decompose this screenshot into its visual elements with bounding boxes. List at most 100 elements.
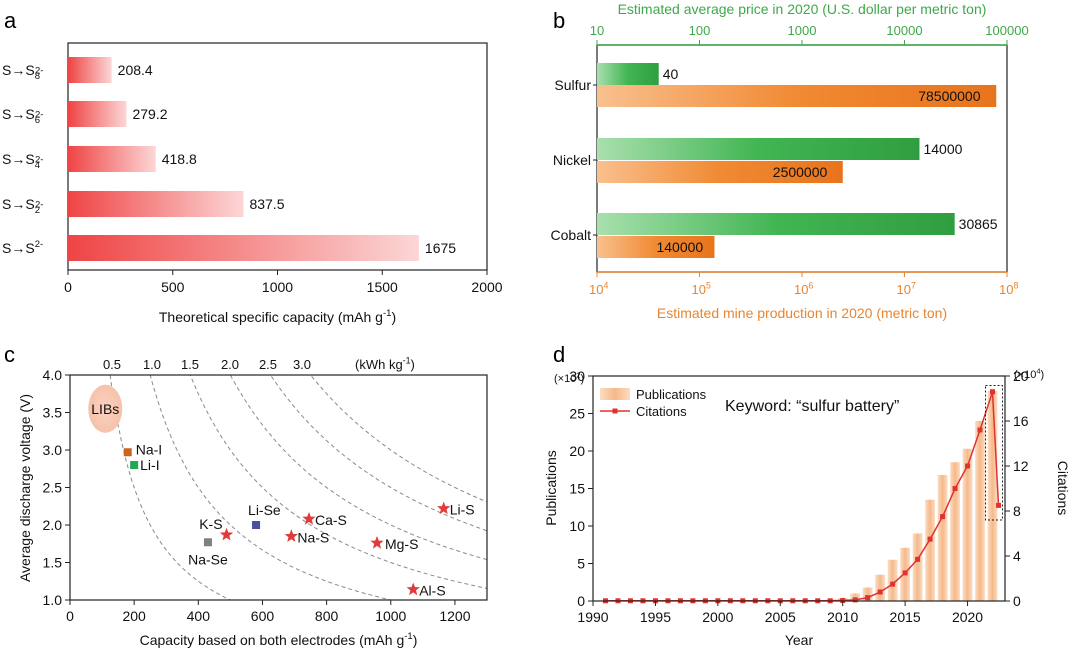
point-label: Na-I: [136, 441, 162, 457]
category-label: S→S42-: [2, 151, 43, 171]
y-right-tick-label: 8: [1013, 503, 1021, 519]
text-span: Theoretical specific capacity (mAh g: [159, 309, 383, 325]
bottom-tick-label: 107: [897, 281, 916, 297]
publication-bar-2021: [975, 421, 985, 601]
text-span: 10: [589, 282, 603, 297]
production-bar-sulfur: [597, 85, 997, 107]
bar-value-label: 837.5: [249, 196, 284, 212]
text-span: ): [411, 357, 415, 372]
y-left-tick-label: 20: [569, 443, 585, 459]
point-label: Al-S: [419, 583, 445, 599]
category-label: S→S22-: [2, 196, 43, 216]
energy-curve-label: 2.5: [259, 357, 277, 372]
citation-point-partial: [996, 502, 1002, 508]
text-span: 2: [35, 205, 40, 216]
text-span: 8: [35, 71, 40, 82]
energy-curve-2.0: [229, 375, 487, 561]
text-span: 10: [794, 282, 808, 297]
y-right-tick-label: 16: [1013, 413, 1029, 429]
libs-region: [88, 384, 123, 433]
y-tick-label: 1.5: [43, 555, 63, 571]
top-tick-label: 100000: [985, 23, 1028, 38]
y-tick-label: 2.0: [43, 517, 63, 533]
text-span: 6: [808, 281, 813, 291]
text-span: 4: [1036, 366, 1040, 375]
bar-0: [68, 57, 112, 83]
bottom-tick-label: 106: [794, 281, 813, 297]
energy-curve-1.5: [189, 375, 487, 589]
bar-value-label: 1675: [425, 240, 456, 256]
category-label: Nickel: [553, 152, 591, 168]
text-span: 8: [1013, 281, 1018, 291]
x-tick-label: 1500: [367, 279, 398, 295]
energy-curve-label: 1.5: [181, 357, 199, 372]
text-span: 2-: [35, 239, 43, 250]
text-span: Capacity based on both electrodes (mAh g: [140, 632, 405, 648]
production-bar-cobalt: [597, 236, 715, 258]
text-span: 10: [897, 282, 911, 297]
text-span: ): [391, 309, 396, 325]
bottom-axis-title: Estimated mine production in 2020 (metri…: [657, 305, 947, 321]
point-na-i: [123, 448, 132, 457]
category-label: S→S62-: [2, 106, 43, 126]
point-label: Ca-S: [315, 512, 347, 528]
energy-curve-label: 0.5: [103, 357, 121, 372]
y-right-multiplier: (×104): [1014, 366, 1044, 381]
top-tick-label: 10: [590, 23, 604, 38]
citation-point-2011: [852, 597, 858, 603]
bar-value-label: 279.2: [132, 106, 167, 122]
citation-point-2017: [927, 536, 933, 542]
text-span: S→S: [2, 151, 35, 167]
text-span: S→S: [2, 196, 35, 212]
x-tick-label: 0: [64, 279, 72, 295]
point-label: Li-Se: [248, 502, 281, 518]
price-bar-nickel: [597, 138, 920, 160]
category-label: Cobalt: [551, 227, 592, 243]
top-tick-label: 1000: [788, 23, 817, 38]
citation-point-2020: [965, 463, 971, 469]
citation-point-2015: [902, 570, 908, 576]
x-tick-label: 400: [187, 608, 211, 624]
text-span: 4: [603, 281, 608, 291]
publication-bar-2011: [850, 593, 861, 601]
bar-2: [68, 146, 156, 172]
x-tick-label: 800: [315, 608, 339, 624]
energy-curve-2.5: [269, 375, 487, 532]
y-right-tick-label: 4: [1013, 548, 1021, 564]
panel-letter-a: a: [4, 8, 17, 33]
price-value-label: 14000: [923, 141, 962, 157]
point-mg-s: [370, 536, 384, 549]
price-bar-cobalt: [597, 213, 955, 235]
text-span: 6: [35, 115, 40, 126]
text-span: 10: [692, 282, 706, 297]
plot-area: [88, 375, 487, 600]
citation-point-2021: [977, 427, 983, 433]
text-span: 2-: [35, 199, 43, 210]
legend-marker-citations: [612, 408, 618, 414]
y-right-axis-title: Citations: [1055, 461, 1071, 515]
point-k-s: [219, 527, 234, 541]
x-tick-label: 2000: [471, 279, 502, 295]
text-span: -1: [404, 631, 412, 642]
panel-letter-b: b: [553, 8, 565, 33]
publication-bar-2017: [925, 499, 935, 601]
text-span: S→S: [2, 62, 35, 78]
x-axis-title: Year: [785, 632, 814, 648]
y-left-multiplier: (×102): [554, 370, 584, 385]
price-value-label: 30865: [959, 216, 998, 232]
category-label: S→S2-: [2, 239, 43, 256]
text-span: 2-: [35, 65, 43, 76]
plot-frame: [69, 374, 488, 601]
x-tick-label: 2015: [890, 609, 921, 625]
bar-value-label: 418.8: [162, 151, 197, 167]
energy-curve-label: 1.0: [143, 357, 161, 372]
y-left-tick-label: 30: [569, 368, 585, 384]
point-label: Mg-S: [385, 536, 418, 552]
x-tick-label: 1995: [640, 609, 671, 625]
bottom-tick-label: 108: [999, 281, 1018, 297]
y-left-tick-label: 15: [569, 481, 585, 497]
top-tick-label: 100: [689, 23, 711, 38]
y-left-tick-label: 5: [577, 556, 585, 572]
legend-label-publications: Publications: [636, 387, 707, 402]
point-label: Na-S: [297, 529, 329, 545]
